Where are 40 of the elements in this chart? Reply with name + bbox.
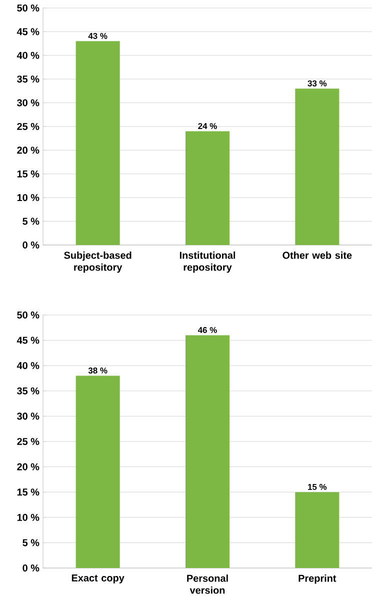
y-tick-label: 45 % [16, 28, 40, 36]
y-tick-label: 10 % [17, 514, 40, 521]
data-label: 46 % [198, 327, 217, 334]
y-tick-label: 20 % [17, 463, 40, 470]
y-tick-label: 40 % [16, 362, 40, 370]
y-tick-label: 35 % [17, 76, 40, 83]
bar [186, 335, 230, 568]
y-tick-label: 20 % [17, 146, 40, 154]
bar [295, 88, 340, 245]
x-tick-label: Preprint [298, 574, 336, 584]
y-tick-label: 30 % [17, 99, 40, 106]
y-tick-label: 35 % [17, 387, 40, 394]
y-tick-label: 0 % [22, 241, 40, 249]
data-label: 43 % [88, 32, 108, 39]
data-label: 15 % [308, 484, 327, 490]
y-tick-label: 25 % [17, 122, 40, 130]
y-tick-label: 25 % [17, 438, 40, 446]
bar [186, 131, 230, 245]
y-tick-label: 10 % [17, 194, 40, 202]
y-tick-label: 5 % [22, 218, 40, 225]
y-tick-label: 40 % [16, 52, 40, 59]
y-tick-label: 15 % [17, 170, 40, 178]
y-tick-label: 30 % [17, 412, 40, 420]
x-tick-label: Subject-based repository [64, 252, 132, 273]
bar [295, 492, 340, 568]
y-tick-label: 50 % [17, 4, 40, 12]
bar [76, 376, 120, 568]
y-tick-label: 0 % [22, 564, 40, 572]
x-tick-label: Other web site [282, 252, 352, 259]
y-tick-label: 5 % [22, 539, 40, 546]
x-tick-label: Exact copy [72, 574, 124, 584]
y-tick-label: 50 % [17, 311, 40, 319]
data-label: 33 % [308, 80, 327, 86]
y-tick-label: 15 % [17, 488, 40, 496]
data-label: 24 % [198, 123, 217, 130]
x-tick-label: Institutional repository [180, 252, 236, 273]
bar [76, 41, 120, 245]
x-tick-label: Personal version [187, 574, 228, 594]
data-label: 38 % [88, 368, 108, 374]
y-tick-label: 45 % [16, 336, 40, 344]
